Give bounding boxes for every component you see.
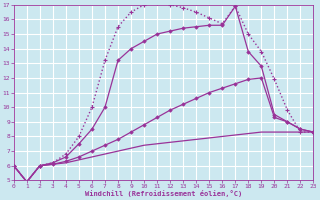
X-axis label: Windchill (Refroidissement éolien,°C): Windchill (Refroidissement éolien,°C) [85, 190, 242, 197]
